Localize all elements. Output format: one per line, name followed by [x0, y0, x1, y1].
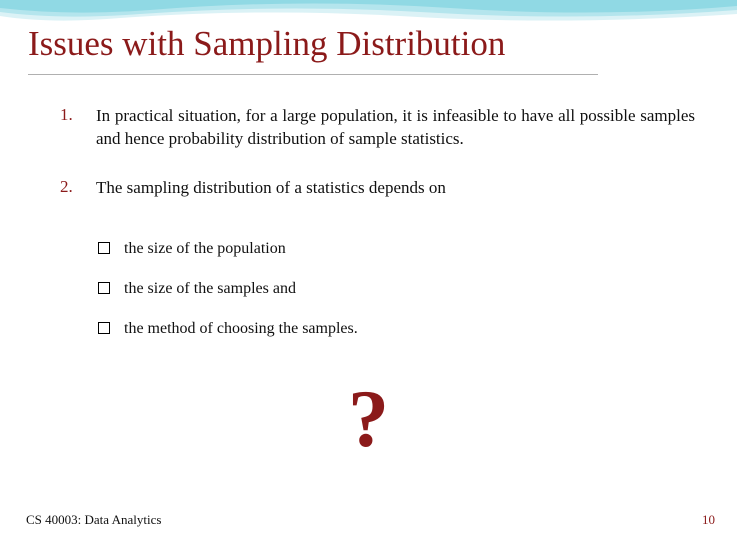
list-text: In practical situation, for a large popu… — [96, 105, 695, 151]
checkbox-icon — [98, 242, 110, 254]
footer-page-number: 10 — [702, 512, 715, 528]
question-mark: ? — [0, 378, 737, 460]
content-area: 1. In practical situation, for a large p… — [60, 105, 695, 226]
list-item: 2. The sampling distribution of a statis… — [60, 177, 695, 200]
title-underline — [28, 74, 598, 75]
sublist-item: the size of the population — [98, 240, 358, 258]
checkbox-icon — [98, 282, 110, 294]
slide-title: Issues with Sampling Distribution — [28, 24, 505, 64]
slide-container: Issues with Sampling Distribution 1. In … — [0, 0, 737, 540]
sublist-text: the method of choosing the samples. — [124, 320, 358, 338]
sublist-text: the size of the samples and — [124, 280, 296, 298]
sublist: the size of the population the size of t… — [98, 240, 358, 360]
sublist-text: the size of the population — [124, 240, 286, 258]
sublist-item: the method of choosing the samples. — [98, 320, 358, 338]
footer-course: CS 40003: Data Analytics — [26, 512, 161, 528]
list-number: 1. — [60, 105, 96, 151]
sublist-item: the size of the samples and — [98, 280, 358, 298]
list-item: 1. In practical situation, for a large p… — [60, 105, 695, 151]
list-text: The sampling distribution of a statistic… — [96, 177, 446, 200]
checkbox-icon — [98, 322, 110, 334]
list-number: 2. — [60, 177, 96, 200]
